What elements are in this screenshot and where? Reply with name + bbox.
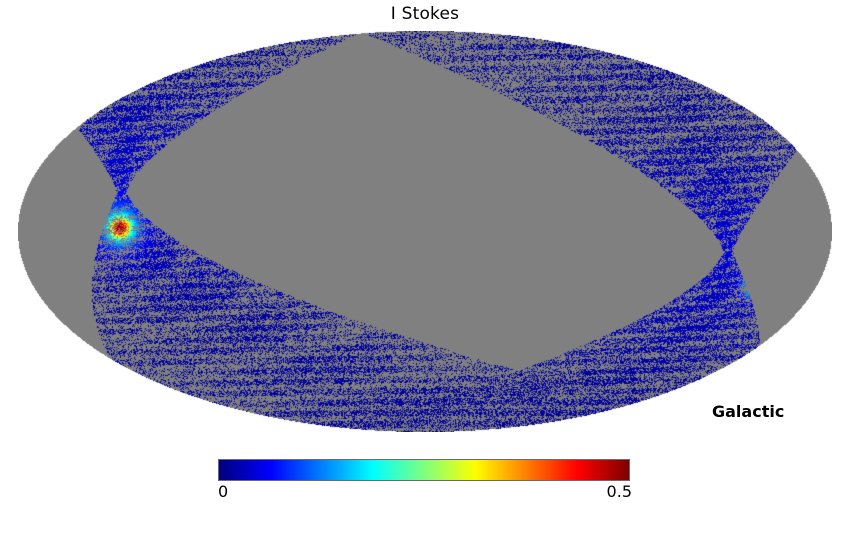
- colorbar-max-label: 0.5: [606, 482, 632, 501]
- colorbar-gradient: [218, 459, 630, 481]
- colorbar-min-label: 0: [218, 482, 229, 501]
- page-title: I Stokes: [390, 4, 460, 24]
- colorbar-canvas: [219, 460, 629, 480]
- colorbar: 0 0.5: [218, 459, 632, 505]
- mollweide-projection-canvas: [18, 31, 832, 432]
- sky-map: [18, 31, 832, 432]
- coordinate-system-label: Galactic: [712, 402, 785, 421]
